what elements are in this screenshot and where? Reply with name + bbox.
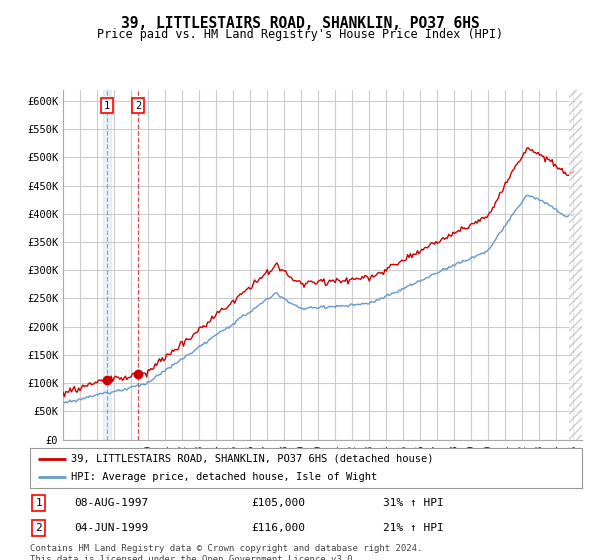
Text: Price paid vs. HM Land Registry's House Price Index (HPI): Price paid vs. HM Land Registry's House …	[97, 28, 503, 41]
Text: 39, LITTLESTAIRS ROAD, SHANKLIN, PO37 6HS: 39, LITTLESTAIRS ROAD, SHANKLIN, PO37 6H…	[121, 16, 479, 31]
Text: 04-JUN-1999: 04-JUN-1999	[74, 523, 148, 533]
Text: 39, LITTLESTAIRS ROAD, SHANKLIN, PO37 6HS (detached house): 39, LITTLESTAIRS ROAD, SHANKLIN, PO37 6H…	[71, 454, 434, 464]
Text: 31% ↑ HPI: 31% ↑ HPI	[383, 498, 444, 508]
Text: £105,000: £105,000	[251, 498, 305, 508]
Text: HPI: Average price, detached house, Isle of Wight: HPI: Average price, detached house, Isle…	[71, 473, 377, 482]
Text: 21% ↑ HPI: 21% ↑ HPI	[383, 523, 444, 533]
Text: Contains HM Land Registry data © Crown copyright and database right 2024.
This d: Contains HM Land Registry data © Crown c…	[30, 544, 422, 560]
Bar	[569, 90, 582, 440]
Bar	[103, 90, 111, 440]
Text: 2: 2	[35, 523, 42, 533]
Text: 1: 1	[35, 498, 42, 508]
Text: 08-AUG-1997: 08-AUG-1997	[74, 498, 148, 508]
Text: 1: 1	[104, 101, 110, 111]
Text: 2: 2	[135, 101, 142, 111]
Text: £116,000: £116,000	[251, 523, 305, 533]
